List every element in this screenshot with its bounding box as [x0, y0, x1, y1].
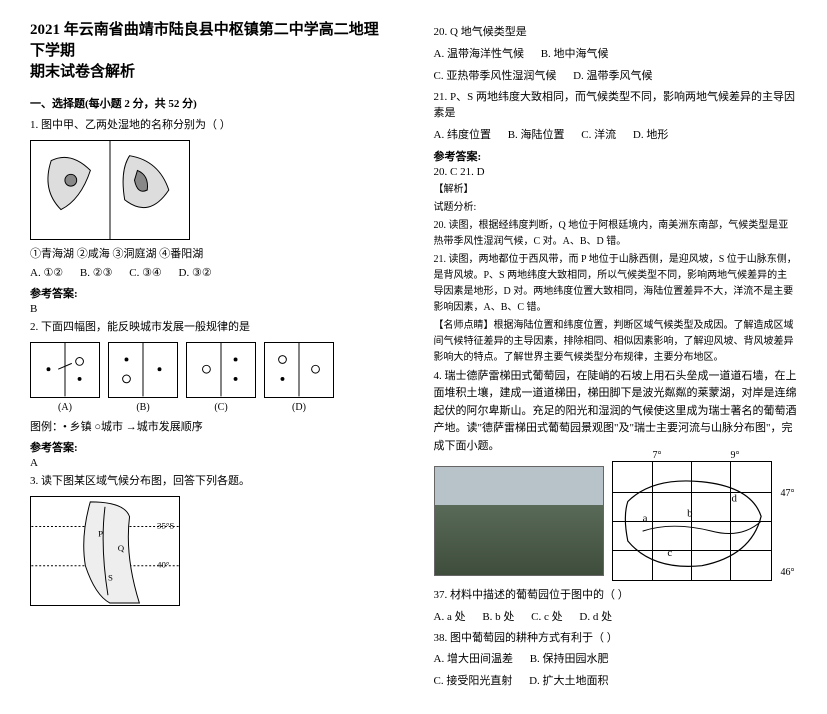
q21-options: A. 纬度位置 B. 海陆位置 C. 洋流 D. 地形 — [434, 126, 798, 142]
q20-options-2: C. 亚热带季风性湿润气候 D. 温带季风气候 — [434, 67, 798, 83]
q1-opt-c: C. ③④ — [129, 267, 162, 279]
vineyard-photo — [434, 466, 604, 576]
q1-answer-label: 参考答案: — [30, 285, 394, 301]
q1-opt-b: B. ②③ — [80, 267, 113, 279]
svg-text:d: d — [731, 493, 737, 505]
q37-stem: 37. 材料中描述的葡萄园位于图中的（ ） — [434, 587, 798, 604]
section-1-heading: 一、选择题(每小题 2 分，共 52 分) — [30, 95, 394, 111]
q20-options-1: A. 温带海洋性气候 B. 地中海气候 — [434, 45, 798, 61]
q1-figure-row — [30, 140, 394, 240]
q21-opt-a: A. 纬度位置 — [434, 129, 491, 141]
q20-stem: 20. Q 地气候类型是 — [434, 24, 798, 41]
q3-map-figure: 35°S 40° P Q S — [30, 496, 180, 606]
q37-opt-c: C. c 处 — [531, 611, 562, 623]
swiss-outline-icon: a b c d — [613, 462, 771, 581]
q20-opt-c: C. 亚热带季风性湿润气候 — [434, 70, 557, 82]
q37-opt-d: D. d 处 — [579, 611, 612, 623]
deg-47: 47° — [781, 488, 795, 499]
citydev-a-icon — [31, 342, 99, 396]
q21-opt-d: D. 地形 — [633, 129, 668, 141]
q1-sub-options: ①青海湖 ②咸海 ③洞庭湖 ④番阳湖 — [30, 246, 394, 263]
title-line-2: 期末试卷含解析 — [30, 64, 135, 80]
q38-options-1: A. 增大田间温差 B. 保持田园水肥 — [434, 650, 798, 666]
q2-fig-c: (C) — [186, 342, 256, 413]
q20-opt-b: B. 地中海气候 — [541, 48, 609, 60]
citydev-d-icon — [265, 342, 333, 396]
q2-cap-c: (C) — [186, 402, 256, 413]
q21-opt-b: B. 海陆位置 — [508, 129, 565, 141]
q21-opt-c: C. 洋流 — [581, 129, 616, 141]
svg-text:a: a — [642, 513, 647, 525]
q2-fig-d: (D) — [264, 342, 334, 413]
passage-text: 4. 瑞士德萨雷梯田式葡萄园，在陡峭的石坡上用石头垒成一道道石墙，在上面堆积土壤… — [434, 368, 798, 456]
deg-7: 7° — [653, 450, 662, 461]
q37-opt-a: A. a 处 — [434, 611, 466, 623]
q1-options: A. ①② B. ②③ C. ③④ D. ③② — [30, 266, 394, 279]
title-line-1: 2021 年云南省曲靖市陆良县中枢镇第二中学高二地理下学期 — [30, 22, 379, 59]
q21-stem: 21. P、S 两地纬度大致相同，而气候类型不同，影响两地气候差异的主导因素是 — [434, 89, 798, 122]
svg-text:35°S: 35°S — [157, 520, 174, 530]
page-root: 2021 年云南省曲靖市陆良县中枢镇第二中学高二地理下学期 期末试卷含解析 一、… — [0, 0, 827, 714]
climate-map-icon: 35°S 40° P Q S — [31, 497, 179, 605]
citydev-b-icon — [109, 342, 177, 396]
q1-answer: B — [30, 303, 394, 315]
q2-fig-b: (B) — [108, 342, 178, 413]
right-column: 20. Q 地气候类型是 A. 温带海洋性气候 B. 地中海气候 C. 亚热带季… — [434, 20, 798, 694]
q20-opt-a: A. 温带海洋性气候 — [434, 48, 524, 60]
q38-options-2: C. 接受阳光直射 D. 扩大土地面积 — [434, 672, 798, 688]
svg-text:b: b — [687, 508, 693, 520]
left-column: 2021 年云南省曲靖市陆良县中枢镇第二中学高二地理下学期 期末试卷含解析 一、… — [30, 20, 394, 694]
q38-stem: 38. 图中葡萄园的耕种方式有利于（ ） — [434, 630, 798, 647]
q38-opt-c: C. 接受阳光直射 — [434, 675, 513, 687]
deg-46: 46° — [781, 567, 795, 578]
q1-opt-d: D. ③② — [179, 267, 212, 279]
q37-opt-b: B. b 处 — [482, 611, 514, 623]
passage-figure-row: 7° 9° 47° 46° a b c d — [434, 461, 798, 581]
exam-title: 2021 年云南省曲靖市陆良县中枢镇第二中学高二地理下学期 期末试卷含解析 — [30, 20, 394, 83]
deg-9: 9° — [731, 450, 740, 461]
q2-answer-label: 参考答案: — [30, 439, 394, 455]
q3-stem: 3. 读下图某区域气候分布图，回答下列各题。 — [30, 473, 394, 490]
q38-opt-a: A. 增大田间温差 — [434, 653, 513, 665]
explain-line-3: 【名师点睛】根据海陆位置和纬度位置，判断区域气候类型及成因。了解造成区域间气候特… — [434, 318, 798, 366]
explain-line-1: 20. 读图，根据经纬度判断，Q 地位于阿根廷境内，南美洲东南部，气候类型是亚热… — [434, 218, 798, 250]
q2-cap-d: (D) — [264, 402, 334, 413]
q1-map-figure — [30, 140, 190, 240]
q2-cap-a: (A) — [30, 402, 100, 413]
explain-analysis-head: 试题分析: — [434, 200, 798, 216]
q38-opt-b: B. 保持田园水肥 — [530, 653, 609, 665]
q2-legend: 图例：• 乡镇 ○城市 →城市发展顺序 — [30, 419, 394, 436]
q20-opt-d: D. 温带季风气候 — [573, 70, 652, 82]
q21-answer-label: 参考答案: — [434, 148, 798, 164]
explain-line-2: 21. 读图，两地都位于西风带，而 P 地位于山脉西侧，是迎风坡，S 位于山脉东… — [434, 252, 798, 316]
q1-stem: 1. 图中甲、乙两处湿地的名称分别为（ ） — [30, 117, 394, 134]
svg-text:40°: 40° — [157, 559, 170, 569]
citydev-c-icon — [187, 342, 255, 396]
q2-fig-a: (A) — [30, 342, 100, 413]
q1-opt-a: A. ①② — [30, 267, 63, 279]
q2-figure-row: (A) (B) — [30, 342, 394, 413]
q20-21-answer: 20. C 21. D — [434, 166, 798, 178]
q3-figure-row: 35°S 40° P Q S — [30, 496, 394, 606]
svg-text:c: c — [667, 547, 672, 559]
q38-opt-d: D. 扩大土地面积 — [529, 675, 608, 687]
q37-options: A. a 处 B. b 处 C. c 处 D. d 处 — [434, 608, 798, 624]
svg-text:Q: Q — [118, 543, 125, 553]
svg-text:S: S — [108, 572, 113, 582]
swiss-map: 7° 9° 47° 46° a b c d — [612, 461, 772, 581]
q2-legend-text: 图例：• 乡镇 ○城市 →城市发展顺序 — [30, 421, 203, 433]
q2-stem: 2. 下面四幅图，能反映城市发展一般规律的是 — [30, 319, 394, 336]
explain-head: 【解析】 — [434, 182, 798, 198]
q2-answer: A — [30, 457, 394, 469]
map-svg-icon — [31, 141, 189, 239]
svg-text:P: P — [98, 528, 103, 538]
q2-cap-b: (B) — [108, 402, 178, 413]
